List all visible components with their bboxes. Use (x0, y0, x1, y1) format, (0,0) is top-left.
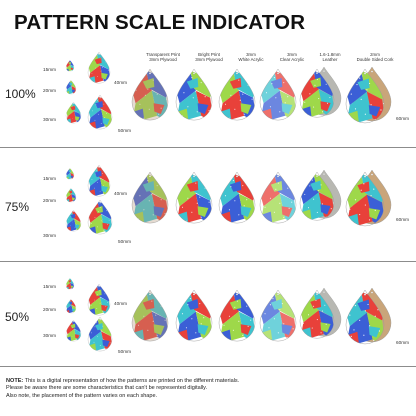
large-teardrop-swatch (87, 164, 111, 197)
large-teardrop-swatch (87, 199, 113, 235)
size-label-50mm: 50mm (118, 128, 132, 133)
small-teardrop-swatch (65, 298, 77, 314)
section-divider (0, 261, 416, 262)
small-teardrop-swatch (65, 167, 75, 180)
size-label-40mm: 40mm (114, 80, 128, 85)
note-line-3: Also note, the placement of the pattern … (6, 392, 158, 399)
material-teardrop-swatch (345, 289, 385, 345)
material-teardrop-swatch (345, 68, 385, 124)
material-heading-bright-print: Bright Print 3mm Plywood (195, 52, 223, 63)
large-teardrop-swatch (87, 316, 113, 352)
material-teardrop-swatch (175, 289, 213, 342)
note-label: NOTE: (6, 378, 24, 384)
section-divider (0, 366, 416, 367)
material-teardrop-swatch (299, 289, 335, 339)
material-teardrop-swatch (131, 171, 169, 224)
scale-section-100: 100% 15mm 20mm 30mm 40mm 50mm 60mm (0, 48, 416, 148)
small-teardrop-swatch (65, 187, 77, 203)
size-label-30mm: 30mm (43, 117, 57, 122)
small-teardrop-swatch (65, 101, 82, 124)
material-teardrop-swatch (175, 171, 213, 224)
size-label-50mm: 50mm (118, 349, 132, 354)
scale-percent-label: 50% (5, 310, 30, 324)
material-teardrop-swatch (131, 68, 169, 121)
size-label-60mm: 60mm (396, 116, 410, 121)
material-heading-white-acrylic: 3mm White Acrylic (238, 52, 264, 63)
large-teardrop-swatch (87, 283, 111, 316)
note-line-2: Please be aware there are some character… (6, 385, 208, 392)
small-teardrop-swatch (65, 319, 82, 342)
disclaimer-note: NOTE: This is a digital representation o… (6, 378, 412, 400)
size-label-15mm: 15mm (43, 67, 57, 72)
size-label-20mm: 20mm (43, 88, 57, 93)
scale-section-50: 50% 15mm 20mm 30mm 40mm 50mm 60mm (0, 262, 416, 366)
size-label-40mm: 40mm (114, 191, 128, 196)
size-label-30mm: 30mm (43, 233, 57, 238)
size-label-20mm: 20mm (43, 198, 57, 203)
scale-percent-label: 100% (5, 87, 36, 101)
material-teardrop-swatch (218, 289, 256, 342)
material-teardrop-swatch (345, 171, 385, 227)
size-label-40mm: 40mm (114, 301, 128, 306)
material-teardrop-swatch (218, 68, 256, 121)
size-label-15mm: 15mm (43, 284, 57, 289)
material-heading-transparent-print: Transparent Print 3mm Plywood (146, 52, 180, 63)
material-heading-leather: 1.6-1.8mm Leather (319, 52, 341, 63)
size-label-60mm: 60mm (396, 217, 410, 222)
material-teardrop-swatch (299, 68, 335, 118)
size-label-15mm: 15mm (43, 176, 57, 181)
size-label-60mm: 60mm (396, 340, 410, 345)
large-teardrop-swatch (87, 51, 111, 84)
material-teardrop-swatch (175, 68, 213, 121)
scale-section-75: 75% 15mm 20mm 30mm 40mm 50mm 60mm (0, 149, 416, 261)
material-teardrop-swatch (259, 171, 297, 224)
page-title: PATTERN SCALE INDICATOR (14, 11, 306, 34)
material-teardrop-swatch (259, 68, 297, 121)
size-label-30mm: 30mm (43, 333, 57, 338)
small-teardrop-swatch (65, 79, 77, 95)
small-teardrop-swatch (65, 209, 82, 232)
material-teardrop-swatch (299, 171, 335, 221)
size-label-50mm: 50mm (118, 239, 132, 244)
large-teardrop-swatch (87, 94, 113, 130)
material-teardrop-swatch (259, 289, 297, 342)
section-divider (0, 147, 416, 148)
material-teardrop-swatch (218, 171, 256, 224)
note-line-1: This is a digital representation of how … (23, 378, 240, 384)
material-teardrop-swatch (131, 289, 169, 342)
scale-percent-label: 75% (5, 200, 30, 214)
material-heading-cork: 2mm Double Sided Cork (356, 52, 394, 63)
small-teardrop-swatch (65, 277, 75, 290)
size-label-20mm: 20mm (43, 307, 57, 312)
small-teardrop-swatch (65, 59, 75, 72)
material-heading-clear-acrylic: 3mm Clear Acrylic (279, 52, 305, 63)
